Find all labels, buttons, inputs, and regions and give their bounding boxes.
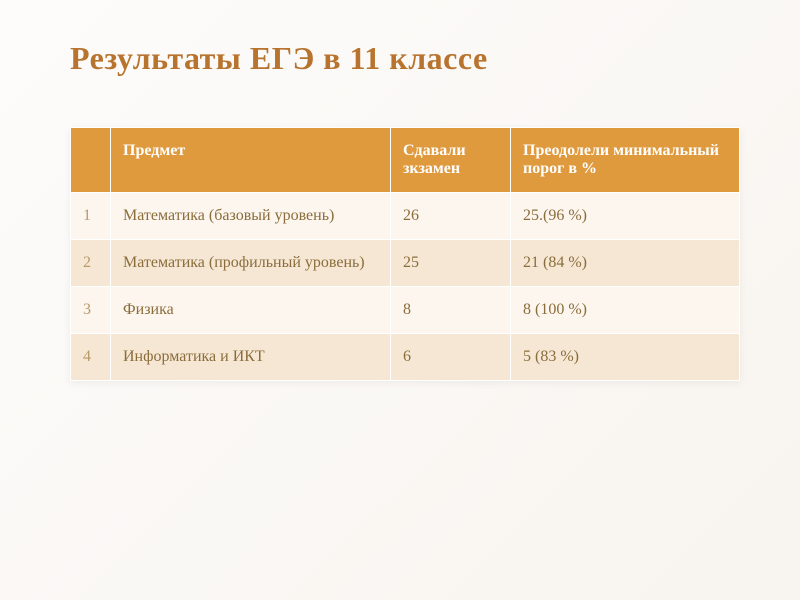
cell-subject: Математика (базовый уровень)	[111, 193, 391, 240]
cell-index: 1	[71, 193, 111, 240]
table-header-row: Предмет Сдавали зкзамен Преодолели миним…	[71, 128, 740, 193]
cell-passed: 8 (100 %)	[511, 287, 740, 334]
cell-subject: Информатика и ИКТ	[111, 334, 391, 381]
col-header-index	[71, 128, 111, 193]
cell-took: 25	[391, 240, 511, 287]
cell-subject: Математика (профильный уровень)	[111, 240, 391, 287]
cell-took: 8	[391, 287, 511, 334]
table-row: 4 Информатика и ИКТ 6 5 (83 %)	[71, 334, 740, 381]
cell-passed: 21 (84 %)	[511, 240, 740, 287]
cell-passed: 5 (83 %)	[511, 334, 740, 381]
table-row: 1 Математика (базовый уровень) 26 25.(96…	[71, 193, 740, 240]
slide-title: Результаты ЕГЭ в 11 классе	[70, 40, 740, 77]
col-header-passed: Преодолели минимальный порог в %	[511, 128, 740, 193]
cell-took: 26	[391, 193, 511, 240]
cell-index: 4	[71, 334, 111, 381]
slide-container: Результаты ЕГЭ в 11 классе Предмет Сдава…	[0, 0, 800, 600]
cell-index: 3	[71, 287, 111, 334]
table-row: 3 Физика 8 8 (100 %)	[71, 287, 740, 334]
cell-took: 6	[391, 334, 511, 381]
table-row: 2 Математика (профильный уровень) 25 21 …	[71, 240, 740, 287]
cell-passed: 25.(96 %)	[511, 193, 740, 240]
col-header-subject: Предмет	[111, 128, 391, 193]
results-table-container: Предмет Сдавали зкзамен Преодолели миним…	[70, 127, 740, 381]
cell-subject: Физика	[111, 287, 391, 334]
cell-index: 2	[71, 240, 111, 287]
col-header-took: Сдавали зкзамен	[391, 128, 511, 193]
results-table: Предмет Сдавали зкзамен Преодолели миним…	[70, 127, 740, 381]
